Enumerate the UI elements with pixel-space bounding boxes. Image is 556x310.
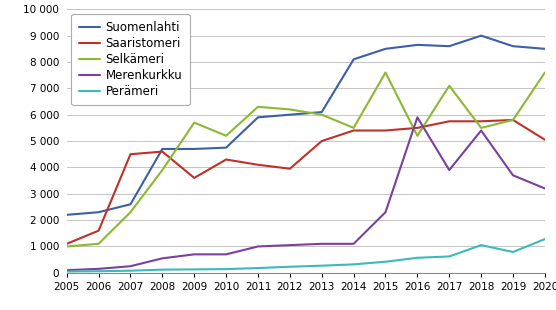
Saaristomeri — [350, 129, 357, 132]
Merenkurkku — [382, 210, 389, 214]
Selkämeri — [63, 245, 70, 248]
Saaristomeri — [223, 157, 230, 161]
Suomenlahti — [63, 213, 70, 217]
Suomenlahti — [414, 43, 421, 47]
Perämeri — [510, 250, 517, 254]
Line: Merenkurkku: Merenkurkku — [67, 117, 545, 270]
Suomenlahti — [95, 210, 102, 214]
Perämeri — [159, 268, 166, 272]
Merenkurkku — [255, 245, 261, 248]
Merenkurkku — [95, 267, 102, 271]
Legend: Suomenlahti, Saaristomeri, Selkämeri, Merenkurkku, Perämeri: Suomenlahti, Saaristomeri, Selkämeri, Me… — [71, 14, 190, 105]
Selkämeri — [542, 71, 548, 74]
Perämeri — [127, 269, 134, 272]
Selkämeri — [478, 126, 484, 130]
Saaristomeri — [191, 176, 197, 180]
Saaristomeri — [95, 229, 102, 232]
Perämeri — [255, 266, 261, 270]
Perämeri — [319, 264, 325, 268]
Line: Saaristomeri: Saaristomeri — [67, 120, 545, 244]
Suomenlahti — [446, 44, 453, 48]
Selkämeri — [95, 242, 102, 246]
Perämeri — [350, 263, 357, 266]
Saaristomeri — [159, 150, 166, 153]
Suomenlahti — [478, 34, 484, 38]
Merenkurkku — [191, 252, 197, 256]
Merenkurkku — [414, 116, 421, 119]
Saaristomeri — [446, 119, 453, 123]
Selkämeri — [255, 105, 261, 108]
Line: Suomenlahti: Suomenlahti — [67, 36, 545, 215]
Selkämeri — [191, 121, 197, 124]
Saaristomeri — [63, 242, 70, 246]
Line: Selkämeri: Selkämeri — [67, 73, 545, 246]
Perämeri — [63, 270, 70, 273]
Selkämeri — [350, 126, 357, 130]
Selkämeri — [286, 108, 293, 111]
Suomenlahti — [286, 113, 293, 117]
Merenkurkku — [542, 187, 548, 190]
Saaristomeri — [542, 138, 548, 142]
Selkämeri — [127, 210, 134, 214]
Saaristomeri — [510, 118, 517, 122]
Selkämeri — [382, 71, 389, 74]
Saaristomeri — [414, 126, 421, 130]
Saaristomeri — [255, 163, 261, 167]
Saaristomeri — [478, 119, 484, 123]
Saaristomeri — [286, 167, 293, 170]
Perämeri — [478, 243, 484, 247]
Saaristomeri — [127, 152, 134, 156]
Perämeri — [542, 237, 548, 241]
Merenkurkku — [127, 264, 134, 268]
Selkämeri — [159, 168, 166, 172]
Suomenlahti — [542, 47, 548, 51]
Perämeri — [191, 268, 197, 271]
Suomenlahti — [382, 47, 389, 51]
Merenkurkku — [223, 252, 230, 256]
Suomenlahti — [159, 147, 166, 151]
Suomenlahti — [350, 58, 357, 61]
Perämeri — [446, 255, 453, 258]
Perämeri — [414, 256, 421, 260]
Merenkurkku — [446, 168, 453, 172]
Merenkurkku — [286, 243, 293, 247]
Saaristomeri — [382, 129, 389, 132]
Suomenlahti — [223, 146, 230, 149]
Merenkurkku — [350, 242, 357, 246]
Line: Perämeri: Perämeri — [67, 239, 545, 272]
Perämeri — [286, 265, 293, 268]
Selkämeri — [414, 134, 421, 138]
Saaristomeri — [319, 139, 325, 143]
Perämeri — [223, 267, 230, 271]
Merenkurkku — [63, 268, 70, 272]
Merenkurkku — [478, 129, 484, 132]
Suomenlahti — [127, 202, 134, 206]
Selkämeri — [510, 118, 517, 122]
Merenkurkku — [319, 242, 325, 246]
Suomenlahti — [255, 116, 261, 119]
Perämeri — [95, 269, 102, 273]
Perämeri — [382, 260, 389, 264]
Merenkurkku — [159, 256, 166, 260]
Selkämeri — [446, 84, 453, 87]
Suomenlahti — [510, 44, 517, 48]
Suomenlahti — [191, 147, 197, 151]
Selkämeri — [223, 134, 230, 138]
Suomenlahti — [319, 110, 325, 114]
Merenkurkku — [510, 174, 517, 177]
Selkämeri — [319, 113, 325, 117]
